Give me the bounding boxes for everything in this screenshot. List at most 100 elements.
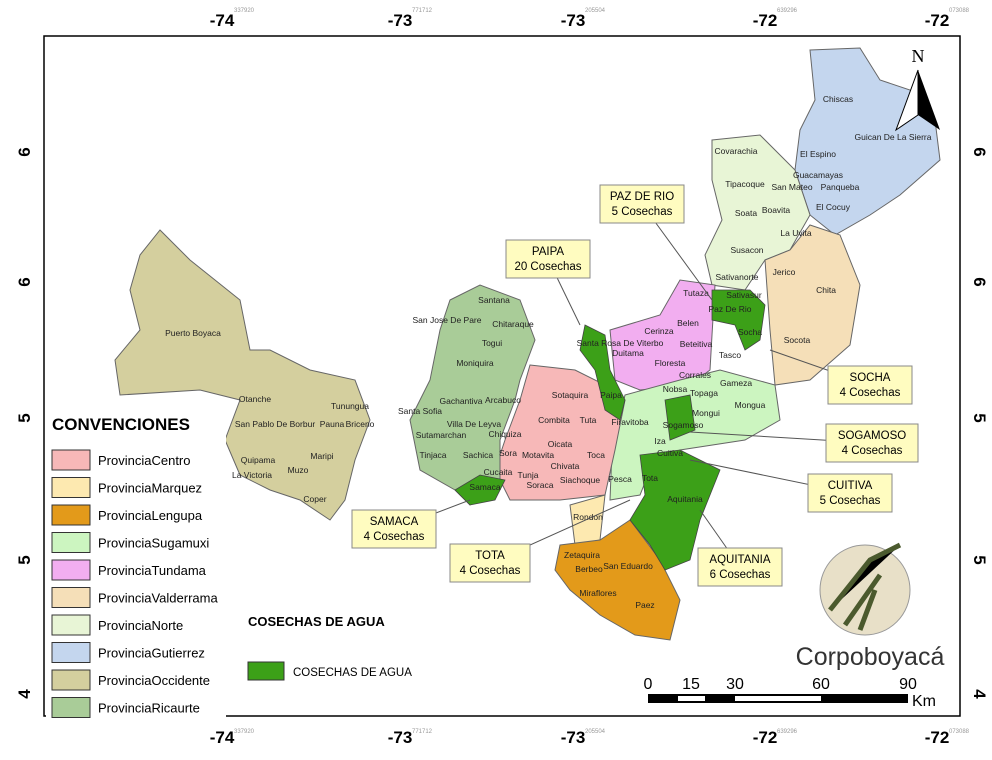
callout-count: 4 Cosechas: [364, 531, 425, 543]
cosechas-swatch: [247, 661, 285, 681]
callout-box: [505, 239, 591, 279]
municipality-label: Moniquira: [456, 358, 494, 368]
legend-swatch: [51, 477, 91, 498]
top-code: 205504: [585, 8, 606, 14]
callout-count: 6 Cosechas: [710, 569, 771, 581]
municipality-label: Belen: [677, 318, 699, 328]
callout-count: 4 Cosechas: [840, 387, 901, 399]
municipality-label: Chiscas: [823, 94, 853, 104]
callouts: PAZ DE RIO 5 Cosechas PAIPA 20 Cosechas SOCH…: [351, 184, 919, 587]
municipality-label: Cucaita: [484, 467, 513, 477]
legend-label: ProvinciaGutierrez: [98, 646, 205, 661]
municipality-label: San Eduardo: [603, 561, 653, 571]
municipality-label: Rondon: [573, 512, 603, 522]
bottom-tick-label: -73: [561, 728, 586, 747]
municipality-label: Berbeo: [575, 564, 603, 574]
top-code: 771712: [412, 8, 433, 14]
municipality-label: Topaga: [690, 388, 718, 398]
callout-box: [807, 473, 893, 513]
municipality-label: Tipacoque: [725, 179, 765, 189]
municipality-label: Tinjaca: [419, 450, 446, 460]
municipality-label: Maripi: [310, 451, 333, 461]
municipality-label: Sogamoso: [663, 420, 704, 430]
municipality-label: Coper: [303, 494, 326, 504]
municipality-label: Pesca: [608, 474, 632, 484]
municipality-label: Mongua: [735, 400, 766, 410]
municipality-label: Villa De Leyva: [447, 419, 501, 429]
scale-label: 90: [899, 676, 917, 693]
municipality-label: Arcabuco: [485, 395, 521, 405]
municipality-label: Santa Rosa De Viterbo: [577, 338, 664, 348]
municipality-label: Sachica: [463, 450, 494, 460]
municipality-label: Quipama: [241, 455, 276, 465]
legend-swatch: [51, 642, 91, 663]
legend-swatch: [51, 532, 91, 553]
municipality-label: San Pablo De Borbur: [235, 419, 315, 429]
municipality-label: Tota: [642, 473, 658, 483]
logo-text: Corpoboyacá: [796, 643, 945, 671]
legend-label: ProvinciaLengupa: [98, 508, 203, 523]
municipality-label: Guican De La Sierra: [854, 132, 931, 142]
legend-label: ProvinciaSugamuxi: [98, 536, 209, 551]
municipality-label: San Jose De Pare: [413, 315, 482, 325]
municipality-label: San Mateo: [771, 182, 812, 192]
bottom-tick-label: -74: [210, 728, 235, 747]
municipality-label: Guacamayas: [793, 170, 843, 180]
bottom-code: 639296: [777, 729, 798, 735]
municipality-label: Mongui: [692, 408, 720, 418]
municipality-label: Muzo: [288, 465, 309, 475]
bottom-code: 205504: [585, 729, 606, 735]
municipality-label: Togui: [482, 338, 502, 348]
municipality-label: Jerico: [773, 267, 796, 277]
callout-box: [697, 547, 783, 587]
municipality-label: Duitama: [612, 348, 644, 358]
municipality-label: Iza: [654, 436, 666, 446]
left-tick-label: 5: [15, 555, 34, 564]
cosechas-areas: [454, 289, 766, 571]
graticule: -74-74337920337920-73-73771712771712-73-…: [15, 8, 989, 747]
legend-label: ProvinciaOccidente: [98, 673, 210, 688]
legend-label: ProvinciaRicaurte: [98, 701, 200, 716]
municipality-label: Gameza: [720, 378, 752, 388]
municipality-label: Cerinza: [644, 326, 674, 336]
legend-swatch: [51, 614, 91, 636]
cosechas-label: COSECHAS DE AGUA: [293, 667, 412, 679]
municipality-label: Siachoque: [560, 475, 600, 485]
logo: Corpoboyacá: [796, 542, 945, 671]
municipality-labels: Chiscas Guican De La Sierra El Espino Guaca…: [165, 94, 932, 610]
provinces: [114, 47, 941, 641]
municipality-label: Sativanorte: [716, 272, 759, 282]
right-tick-label: 5: [970, 555, 989, 564]
north-arrow: N: [894, 46, 940, 132]
bottom-tick-label: -72: [925, 728, 950, 747]
legend-label: ProvinciaMarquez: [98, 481, 202, 496]
municipality-label: Sutamarchan: [416, 430, 467, 440]
municipality-label: Tuta: [580, 415, 597, 425]
callout-title: AQUITANIA: [709, 554, 770, 566]
municipality-label: El Cocuy: [816, 202, 851, 212]
bottom-tick-label: -73: [388, 728, 413, 747]
bottom-code: 771712: [412, 729, 433, 735]
top-code: 073088: [949, 8, 970, 14]
top-tick-label: -73: [388, 11, 413, 30]
municipality-label: Santana: [478, 295, 510, 305]
legend-label: ProvinciaCentro: [98, 453, 191, 468]
municipality-label: Samaca: [469, 482, 500, 492]
legend-swatch: [51, 697, 91, 718]
callout-box: [351, 509, 437, 549]
bottom-tick-label: -72: [753, 728, 778, 747]
legend-label: ProvinciaNorte: [98, 618, 183, 633]
left-tick-label: 4: [15, 689, 34, 699]
municipality-label: Tunungua: [331, 401, 369, 411]
municipality-label: Firavitoba: [611, 417, 649, 427]
bottom-code: 337920: [234, 729, 255, 735]
right-tick-label: 6: [970, 147, 989, 156]
callout-count: 5 Cosechas: [820, 495, 881, 507]
callout-title: SAMACA: [370, 516, 419, 528]
legend-swatch: [51, 449, 91, 471]
municipality-label: Beteitiva: [680, 339, 713, 349]
top-tick-label: -72: [753, 11, 778, 30]
right-tick-label: 6: [970, 277, 989, 286]
legend-swatch: [51, 504, 91, 526]
